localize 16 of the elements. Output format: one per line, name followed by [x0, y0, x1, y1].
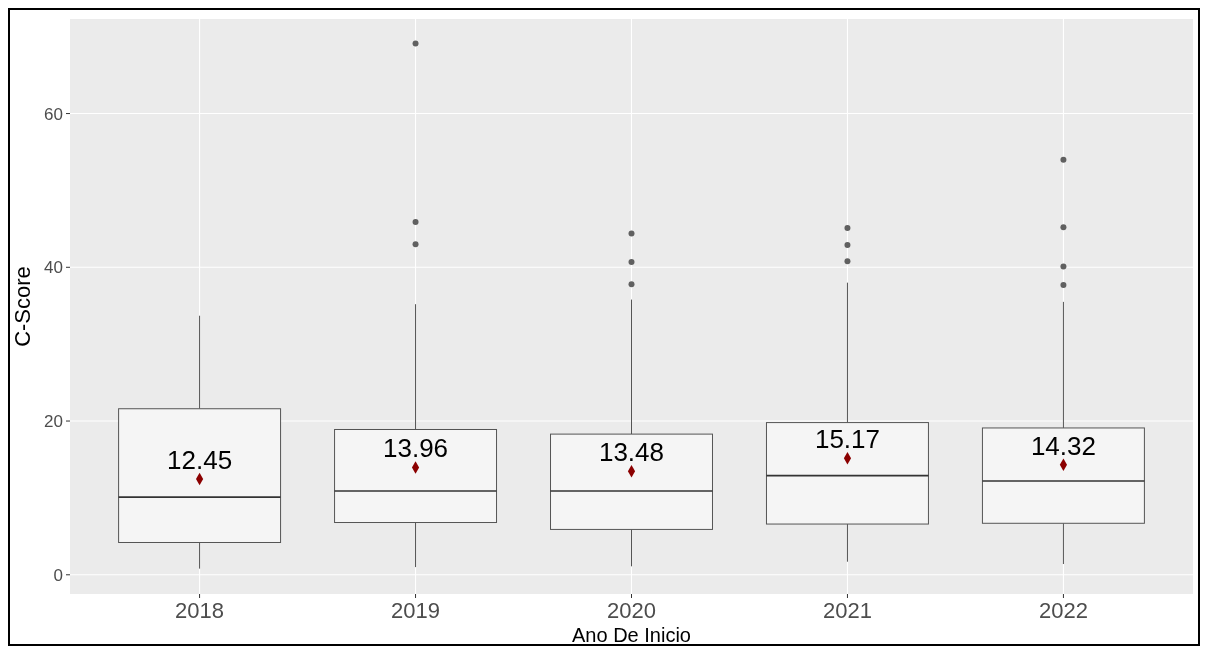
- y-tick-label: 20: [44, 411, 63, 431]
- x-tick-label: 2021: [822, 598, 872, 623]
- data-label: 12.45: [167, 445, 233, 476]
- x-tick-label: 2022: [1038, 598, 1088, 623]
- x-tick-label: 2020: [607, 598, 656, 623]
- y-tick-label: 60: [44, 104, 63, 124]
- y-tick-label: 40: [44, 258, 63, 278]
- x-tick-label: 2019: [391, 598, 441, 623]
- data-label: 14.32: [1030, 430, 1096, 461]
- data-label: 15.17: [814, 424, 880, 455]
- data-label: 13.96: [383, 433, 449, 464]
- x-tick-label: 2018: [175, 598, 225, 623]
- y-tick-label: 0: [53, 565, 63, 585]
- x-axis-title: Ano De Inicio: [572, 624, 691, 646]
- data-label: 13.48: [598, 437, 665, 468]
- y-axis-title: C-Score: [10, 266, 35, 347]
